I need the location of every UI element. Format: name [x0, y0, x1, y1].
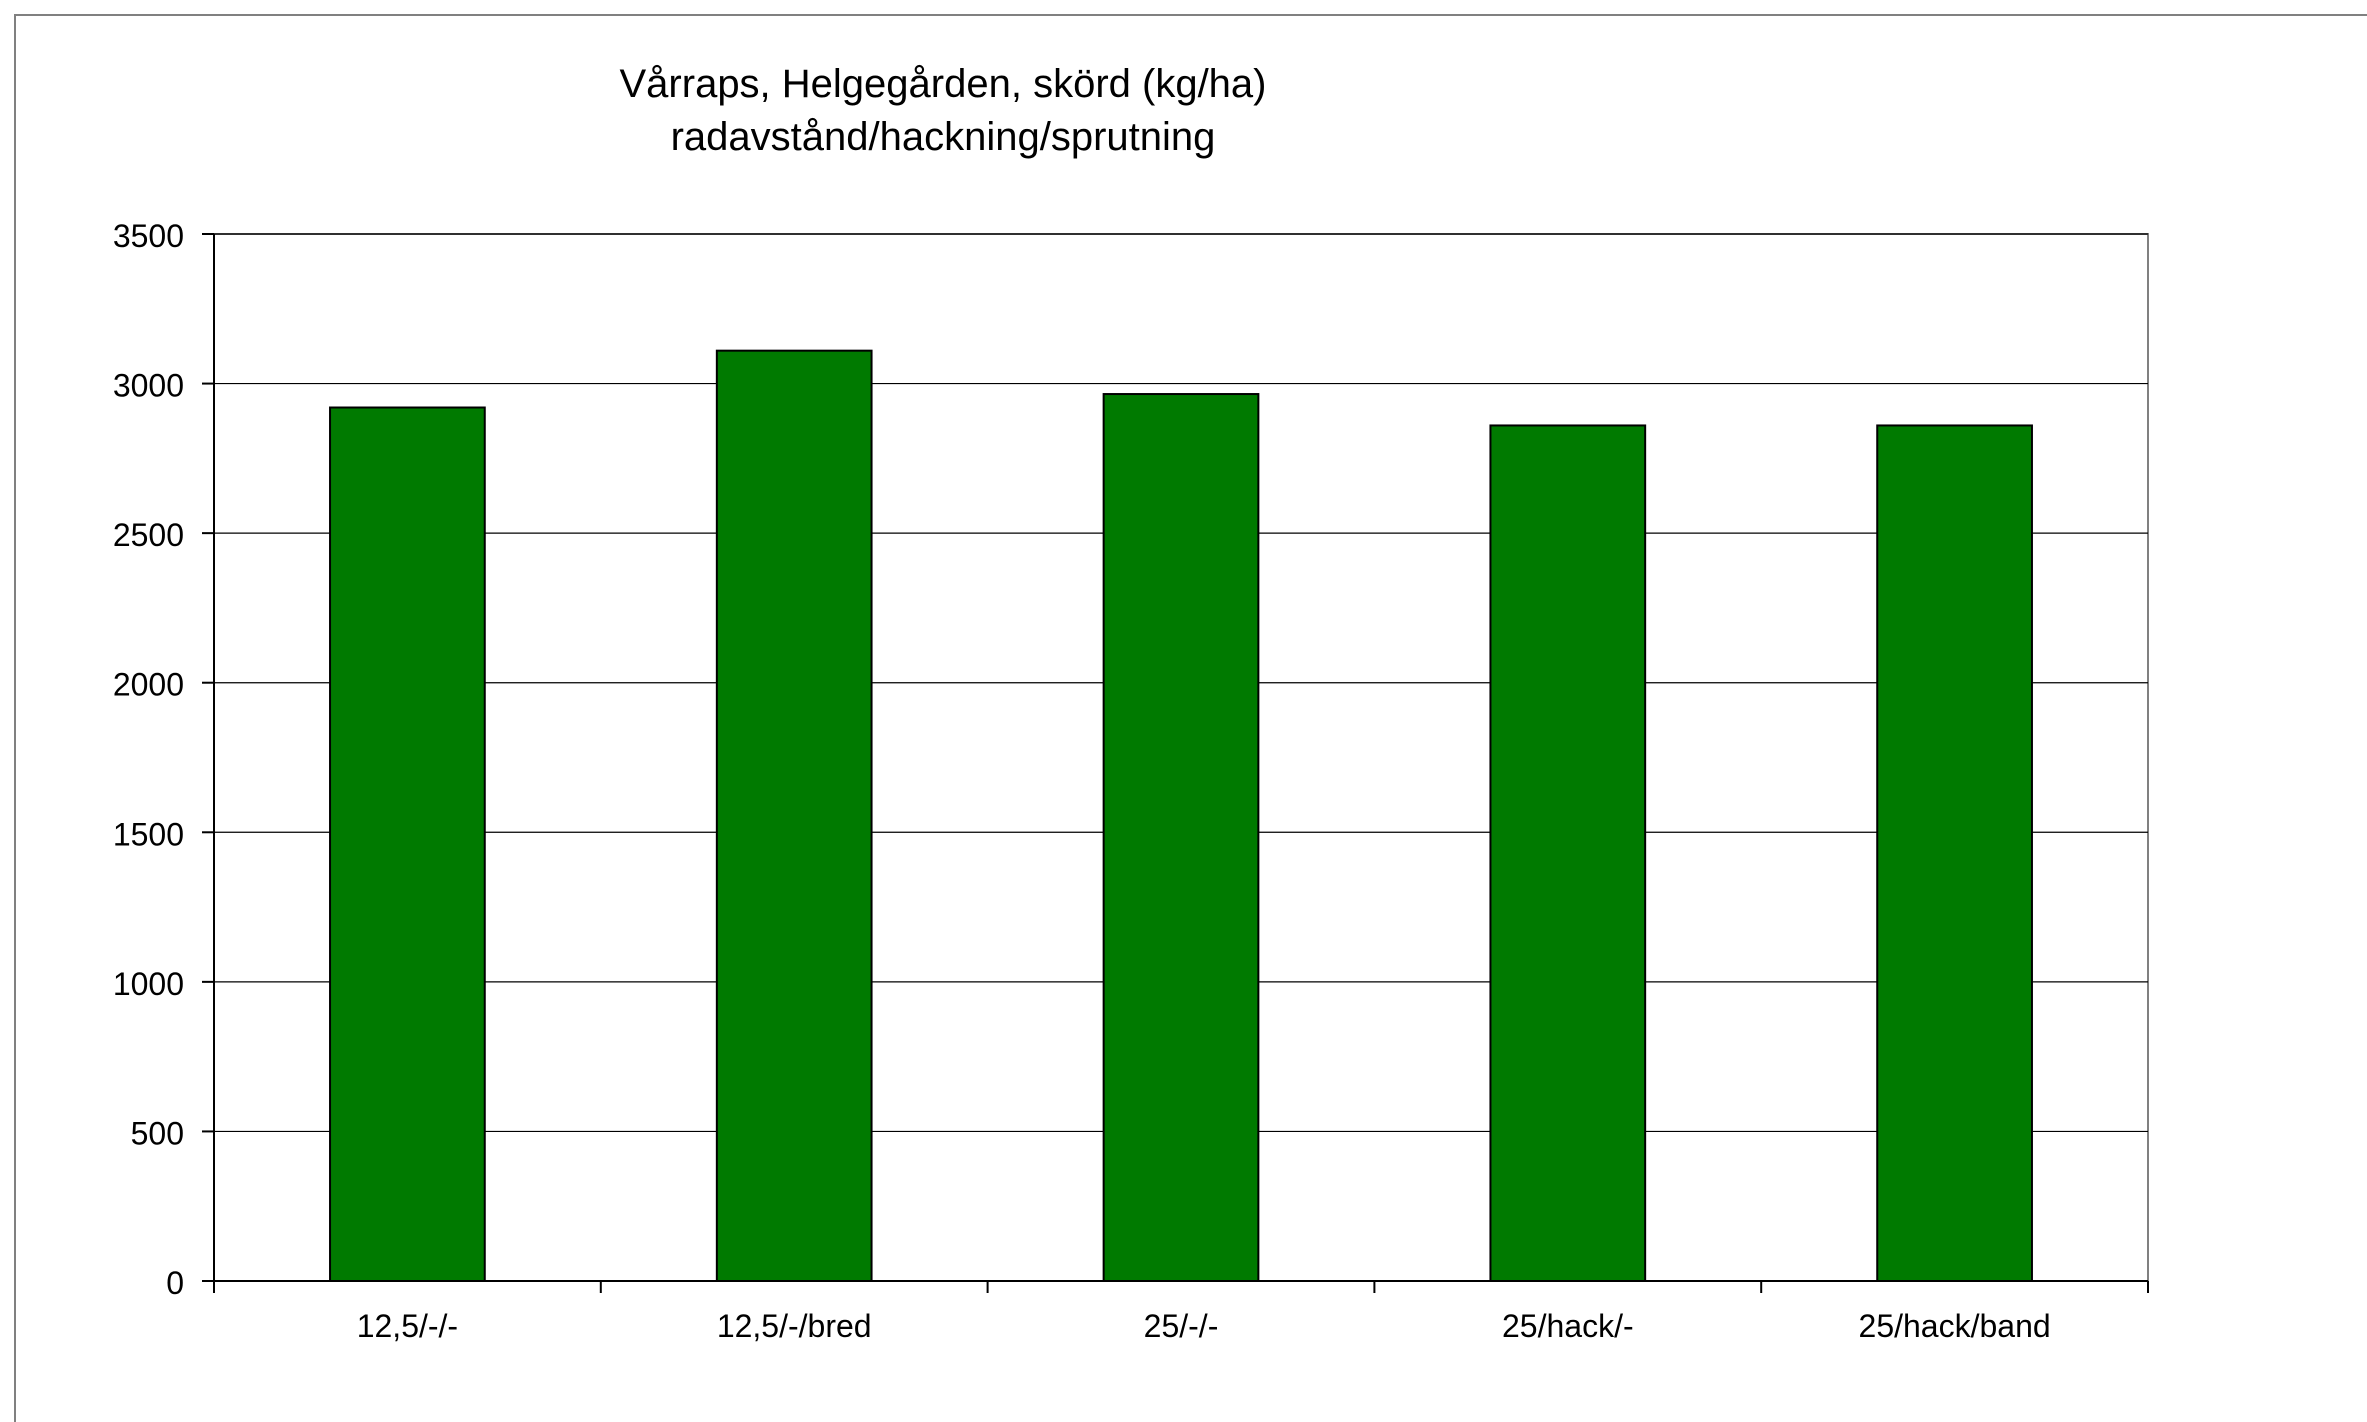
y-tick-label: 1500: [113, 816, 184, 852]
y-tick-label: 0: [166, 1265, 184, 1301]
x-tick-label: 25/-/-: [1144, 1308, 1219, 1344]
chart-title: Vårraps, Helgegården, skörd (kg/ha): [619, 62, 1267, 106]
y-tick-label: 2500: [113, 517, 184, 553]
chart-frame: [14, 14, 2367, 1422]
x-tick-label: 12,5/-/bred: [717, 1308, 872, 1344]
x-tick-label: 25/hack/-: [1502, 1308, 1634, 1344]
y-tick-label: 3500: [113, 218, 184, 254]
bar: [715, 349, 873, 1282]
x-tick-label: 12,5/-/-: [357, 1308, 458, 1344]
x-tick-label: 25/hack/band: [1859, 1308, 2051, 1344]
bar: [1102, 393, 1260, 1282]
chart-subtitle: radavstånd/hackning/sprutning: [670, 115, 1216, 159]
bar: [1876, 424, 2033, 1282]
y-tick-label: 2000: [113, 667, 184, 703]
chart-title-block: Vårraps, Helgegården, skörd (kg/ha) rada…: [520, 58, 1366, 164]
y-tick-label: 1000: [113, 966, 184, 1002]
y-tick-label: 3000: [113, 368, 184, 404]
bar: [329, 406, 486, 1282]
y-tick-label: 500: [131, 1115, 184, 1151]
bar: [1489, 424, 1647, 1282]
